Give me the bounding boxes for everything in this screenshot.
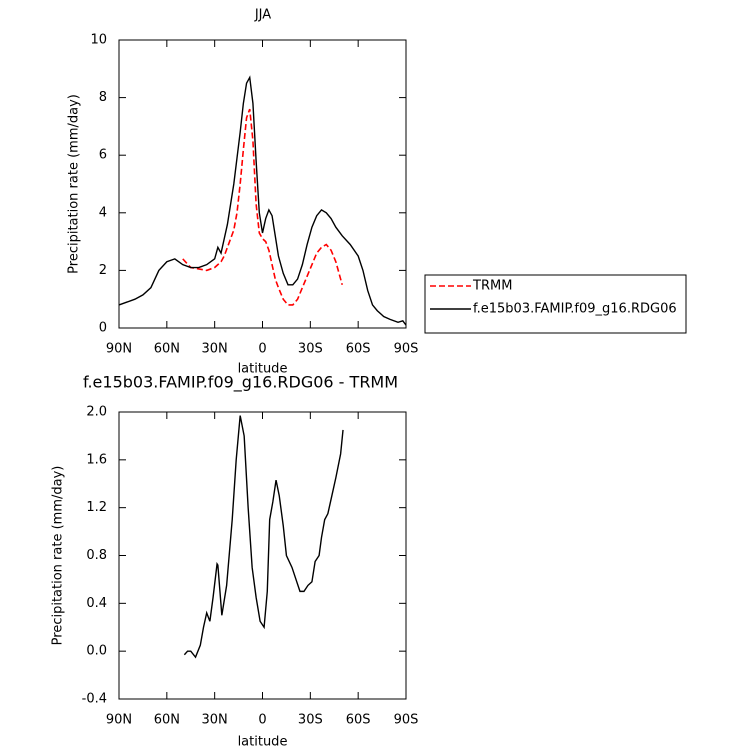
- x-axis-label: latitude: [238, 735, 288, 750]
- y-tick-label: 2.0: [86, 405, 107, 420]
- y-tick-label: 4: [99, 205, 107, 220]
- x-tick-label: 30N: [202, 713, 228, 728]
- y-tick-label: 8: [99, 90, 107, 105]
- x-tick-label: 90N: [106, 342, 132, 357]
- plot-frame: [118, 39, 407, 329]
- chart-title: JJA: [254, 8, 271, 23]
- y-tick-label: 6: [99, 148, 107, 163]
- data-line: [118, 75, 407, 326]
- x-tick-label: 60S: [346, 713, 371, 728]
- x-axis-label: latitude: [238, 362, 288, 377]
- y-axis-label: Precipitation rate (mm/day): [51, 466, 66, 646]
- data-line: [182, 108, 343, 306]
- x-tick-label: 90S: [394, 342, 419, 357]
- x-tick-label: 90S: [394, 713, 419, 728]
- y-tick-label: 10: [90, 33, 107, 48]
- y-tick-label: 2: [99, 263, 107, 278]
- y-tick-label: 1.6: [86, 452, 107, 467]
- y-tick-label: 0.8: [86, 548, 107, 563]
- x-tick-label: 30N: [202, 342, 228, 357]
- x-tick-label: 30S: [298, 713, 323, 728]
- x-tick-label: 60N: [154, 713, 180, 728]
- y-tick-label: 0: [99, 321, 107, 336]
- x-tick-label: 60N: [154, 342, 180, 357]
- x-tick-label: 90N: [106, 713, 132, 728]
- y-tick-label: -0.4: [82, 692, 107, 707]
- plot-frame: [118, 411, 407, 700]
- legend-label: f.e15b03.FAMIP.f09_g16.RDG06: [473, 302, 677, 317]
- chart-title: f.e15b03.FAMIP.f09_g16.RDG06 - TRMM: [83, 373, 398, 393]
- x-tick-label: 0: [258, 713, 266, 728]
- x-tick-label: 0: [258, 342, 266, 357]
- x-tick-label: 30S: [298, 342, 323, 357]
- legend-label: TRMM: [472, 279, 512, 294]
- y-tick-label: 0.4: [86, 596, 107, 611]
- y-axis-label: Precipitation rate (mm/day): [67, 94, 82, 274]
- legend-box: [424, 274, 687, 334]
- x-tick-label: 60S: [346, 342, 371, 357]
- y-tick-label: 1.2: [86, 500, 107, 515]
- y-tick-label: 0.0: [86, 644, 107, 659]
- data-line: [183, 415, 344, 659]
